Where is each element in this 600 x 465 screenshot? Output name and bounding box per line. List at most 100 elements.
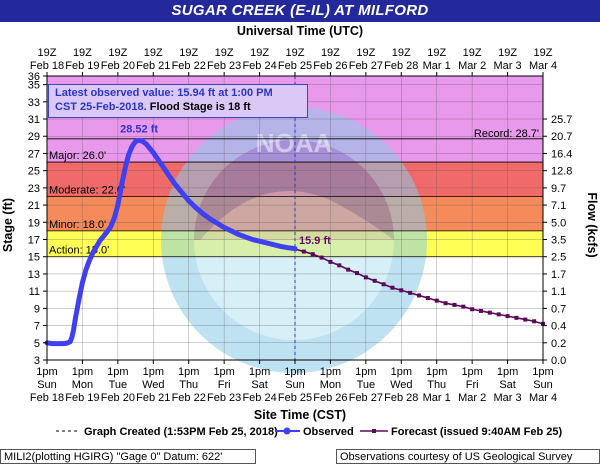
footer-datum: MILI2(plotting HGIRG) "Gage 0" Datum: 62… bbox=[0, 449, 256, 464]
utc-date-label: Mar 4 bbox=[529, 60, 557, 72]
forecast-point bbox=[346, 267, 351, 272]
utc-date-label: Mar 1 bbox=[423, 60, 451, 72]
site-hour-label: 1pm bbox=[213, 366, 234, 378]
site-hour-label: 1pm bbox=[497, 366, 518, 378]
y-tick-label: 36 bbox=[28, 71, 40, 83]
flow-tick-label: 7.1 bbox=[551, 200, 566, 212]
forecast-point bbox=[390, 285, 395, 290]
y-tick-label: 15 bbox=[28, 252, 40, 264]
site-day-label: Sat bbox=[251, 379, 268, 391]
site-date-label: Feb 25 bbox=[278, 392, 312, 404]
site-day-label: Mon bbox=[72, 379, 93, 391]
site-date-label: Feb 20 bbox=[101, 392, 135, 404]
forecast-point bbox=[514, 315, 519, 320]
flood-label-minor: Minor: 18.0' bbox=[49, 219, 106, 231]
y-tick-label: 31 bbox=[28, 114, 40, 126]
forecast-point bbox=[310, 252, 315, 257]
utc-hour-label: 19Z bbox=[108, 47, 127, 59]
site-day-label: Sat bbox=[499, 379, 516, 391]
utc-date-label: Feb 19 bbox=[65, 60, 99, 72]
site-day-label: Thu bbox=[179, 379, 198, 391]
noaa-watermark bbox=[161, 107, 427, 373]
latest-observation-line1: Latest observed value: 15.94 ft at 1:00 … bbox=[55, 87, 273, 99]
utc-hour-label: 19Z bbox=[534, 47, 553, 59]
utc-date-label: Feb 23 bbox=[207, 60, 241, 72]
flood-label-record: Record: 28.7' bbox=[474, 128, 539, 140]
peak-label: 28.52 ft bbox=[120, 123, 158, 135]
flow-tick-label: 3.5 bbox=[551, 235, 566, 247]
utc-date-label: Feb 20 bbox=[101, 60, 135, 72]
flow-tick-label: 2.5 bbox=[551, 252, 566, 264]
site-hour-label: 1pm bbox=[249, 366, 270, 378]
site-date-label: Feb 28 bbox=[384, 392, 418, 404]
forecast-point bbox=[381, 282, 386, 287]
utc-hour-label: 19Z bbox=[321, 47, 340, 59]
flow-tick-label: 5.0 bbox=[551, 217, 566, 229]
flow-tick-label: 1.1 bbox=[551, 286, 566, 298]
site-hour-label: 1pm bbox=[143, 366, 164, 378]
utc-hour-label: 19Z bbox=[215, 47, 234, 59]
site-hour-label: 1pm bbox=[178, 366, 199, 378]
forecast-point bbox=[496, 312, 501, 317]
site-day-label: Sun bbox=[533, 379, 553, 391]
watermark-inner-disc bbox=[194, 140, 394, 340]
site-day-label: Fri bbox=[218, 379, 231, 391]
flood-label-major: Major: 26.0' bbox=[49, 150, 106, 162]
utc-hour-label: 19Z bbox=[498, 47, 517, 59]
y-tick-label: 19 bbox=[28, 217, 40, 229]
utc-date-label: Feb 26 bbox=[313, 60, 347, 72]
utc-hour-label: 19Z bbox=[392, 47, 411, 59]
site-date-label: Feb 18 bbox=[30, 392, 64, 404]
y-tick-label: 35 bbox=[28, 80, 40, 92]
site-date-label: Feb 24 bbox=[242, 392, 276, 404]
flow-tick-label: 0.7 bbox=[551, 303, 566, 315]
utc-date-label: Mar 2 bbox=[458, 60, 486, 72]
flow-tick-label: 9.7 bbox=[551, 183, 566, 195]
site-date-label: Mar 3 bbox=[494, 392, 522, 404]
observed-line bbox=[44, 137, 298, 347]
utc-hour-label: 19Z bbox=[463, 47, 482, 59]
utc-hour-label: 19Z bbox=[427, 47, 446, 59]
site-date-label: Feb 23 bbox=[207, 392, 241, 404]
flow-tick-label: 0.2 bbox=[551, 338, 566, 350]
forecast-point bbox=[487, 310, 492, 315]
latest-label: 15.9 ft bbox=[299, 235, 331, 247]
flow-tick-label: 25.7 bbox=[551, 114, 572, 126]
site-day-label: Sun bbox=[37, 379, 57, 391]
site-day-label: Thu bbox=[427, 379, 446, 391]
flow-tick-label: 20.7 bbox=[551, 131, 572, 143]
utc-hour-label: 19Z bbox=[250, 47, 269, 59]
forecast-point bbox=[452, 302, 457, 307]
legend-observed-marker bbox=[283, 427, 291, 435]
site-day-label: Sun bbox=[285, 379, 305, 391]
y-tick-label: 3 bbox=[34, 355, 40, 367]
utc-date-label: Feb 28 bbox=[384, 60, 418, 72]
site-day-label: Mon bbox=[320, 379, 341, 391]
forecast-point bbox=[319, 255, 324, 260]
site-day-label: Tue bbox=[357, 379, 376, 391]
site-date-label: Feb 26 bbox=[313, 392, 347, 404]
forecast-point bbox=[505, 314, 510, 319]
site-hour-label: 1pm bbox=[532, 366, 553, 378]
flood-stage-note: Flood Stage is 18 ft bbox=[146, 101, 251, 113]
site-date-label: Mar 2 bbox=[458, 392, 486, 404]
utc-hour-label: 19Z bbox=[38, 47, 57, 59]
flow-tick-label: 12.8 bbox=[551, 166, 572, 178]
site-hour-label: 1pm bbox=[284, 366, 305, 378]
flow-tick-label: 0.0 bbox=[551, 355, 566, 367]
site-hour-label: 1pm bbox=[355, 366, 376, 378]
y-tick-label: 13 bbox=[28, 269, 40, 281]
legend-observed-label: Observed bbox=[303, 426, 354, 438]
forecast-point bbox=[355, 271, 359, 276]
utc-date-label: Feb 24 bbox=[242, 60, 276, 72]
y-tick-label: 17 bbox=[28, 235, 40, 247]
forecast-point bbox=[532, 319, 537, 324]
legend-created-label: Graph Created (1:53PM Feb 25, 2018) bbox=[84, 426, 278, 438]
forecast-point bbox=[301, 249, 306, 254]
site-date-label: Mar 4 bbox=[529, 392, 557, 404]
utc-hour-label: 19Z bbox=[179, 47, 198, 59]
bottom-axis-title: Site Time (CST) bbox=[253, 408, 347, 422]
utc-date-label: Feb 18 bbox=[30, 60, 64, 72]
y-tick-label: 23 bbox=[28, 183, 40, 195]
